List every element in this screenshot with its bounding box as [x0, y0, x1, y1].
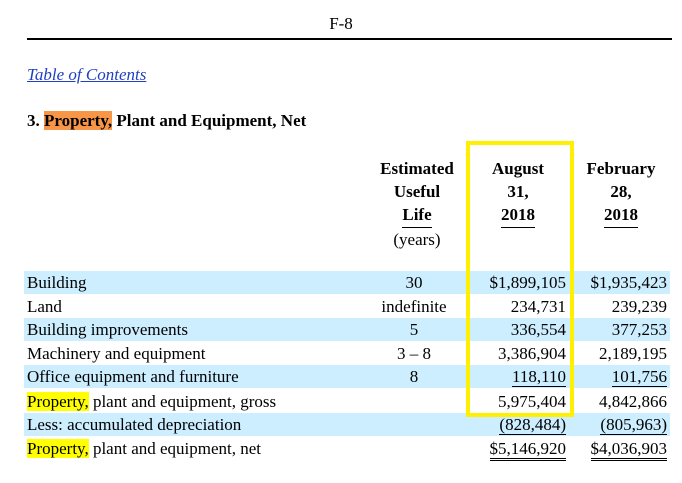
row-label: Office equipment and furniture: [27, 367, 239, 386]
row-august-value: (828,484): [499, 415, 566, 435]
row-february-value: 377,253: [611, 320, 667, 339]
row-february-value: 101,756: [611, 367, 667, 387]
row-february-value: 2,189,195: [599, 344, 667, 363]
column-header-august: August 31, 2018: [470, 157, 566, 228]
row-label: Building improvements: [27, 320, 189, 339]
page-number: F-8: [329, 14, 353, 33]
header-line: Estimated: [380, 159, 454, 178]
column-unit-years: (years): [393, 230, 441, 249]
row-august-value: $5,146,920: [470, 437, 566, 461]
table-row: Property, plant and equipment, net $5,14…: [24, 437, 670, 461]
row-august-value: 336,554: [510, 320, 566, 339]
row-label: Land: [27, 297, 62, 316]
heading-rest: Plant and Equipment, Net: [116, 111, 307, 130]
header-line: 2018: [501, 203, 535, 228]
column-header-february: February 28, 2018: [573, 157, 669, 228]
header-line: 28,: [610, 182, 632, 201]
header-line: February: [586, 159, 656, 178]
table-row: Building 30 $1,899,105 $1,935,423: [24, 271, 670, 294]
row-august-value: $1,899,105: [489, 273, 567, 292]
row-february-value: 4,842,866: [599, 392, 667, 411]
row-life: 8: [409, 367, 419, 386]
row-february-value: (805,963): [600, 415, 667, 435]
table-row: Less: accumulated depreciation (828,484)…: [24, 413, 670, 436]
row-life: 30: [405, 273, 423, 292]
row-august-value: 5,975,404: [498, 392, 566, 411]
row-label: Property, plant and equipment, gross: [27, 392, 277, 411]
section-number: 3.: [27, 111, 40, 130]
row-label: Property, plant and equipment, net: [27, 439, 262, 458]
header-line: August: [492, 159, 544, 178]
table-row: Office equipment and furniture 8 118,110…: [24, 365, 670, 388]
row-label: Less: accumulated depreciation: [27, 415, 242, 434]
header-line: Life: [402, 203, 432, 228]
label-highlight: Property,: [27, 439, 89, 458]
row-life: 3 – 8: [397, 344, 431, 363]
table-of-contents-link[interactable]: Table of Contents: [27, 65, 147, 84]
header-line: 31,: [507, 182, 529, 201]
heading-highlight: Property,: [44, 111, 113, 130]
row-august-value: 234,731: [510, 297, 566, 316]
row-february-value: 239,239: [611, 297, 667, 316]
section-heading: 3. Property, Plant and Equipment, Net: [27, 111, 306, 131]
label-highlight: Property,: [27, 392, 89, 411]
column-header-estimated-life: Estimated Useful Life: [367, 157, 467, 228]
header-rule: [27, 38, 672, 40]
row-august-value: 3,386,904: [498, 344, 566, 363]
row-february-value: $4,036,903: [573, 437, 667, 461]
header-line: Useful: [393, 182, 441, 201]
row-label: Building: [27, 273, 87, 292]
row-life: 5: [409, 320, 419, 339]
table-row: Machinery and equipment 3 – 8 3,386,904 …: [24, 342, 670, 365]
table-row: Property, plant and equipment, gross 5,9…: [24, 390, 670, 413]
row-february-value: $1,935,423: [590, 273, 668, 292]
row-life: indefinite: [381, 297, 447, 316]
header-line: 2018: [604, 203, 638, 228]
row-august-value: 118,110: [512, 367, 566, 387]
table-row: Land indefinite 234,731 239,239: [24, 295, 670, 318]
row-label: Machinery and equipment: [27, 344, 206, 363]
table-row: Building improvements 5 336,554 377,253: [24, 318, 670, 341]
